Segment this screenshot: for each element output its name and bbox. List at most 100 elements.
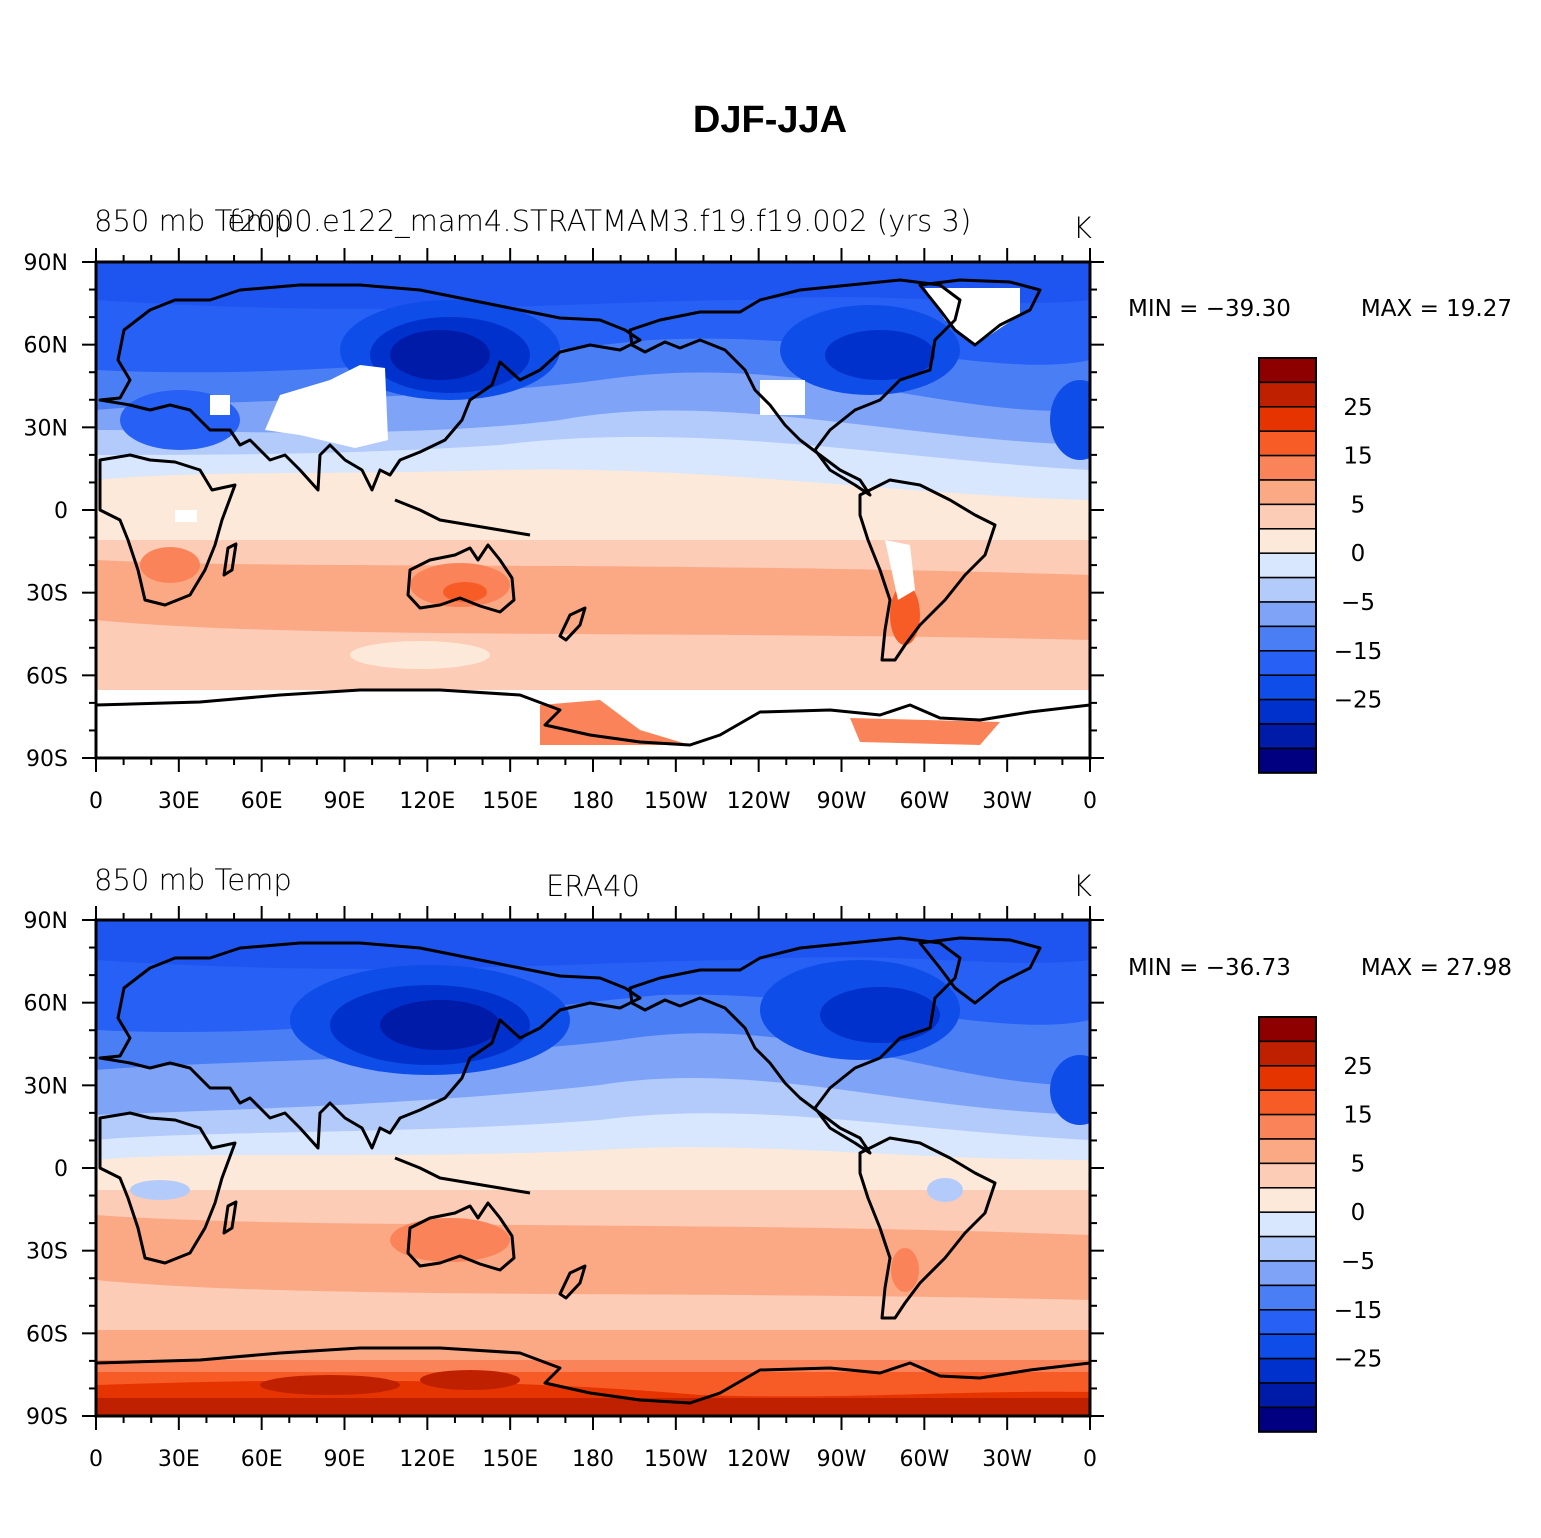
colorbar-box xyxy=(1258,601,1317,628)
lat-label: 30S xyxy=(26,1240,68,1265)
axis-ticks-model: 90N 60N 30N 0 30S 60S 90S 0 30E 60E 90E 120E 150E 180… xyxy=(24,248,1104,814)
lon-label: 0 xyxy=(89,789,103,814)
colorbar-model: 25 15 5 0 −5 −15 −25 xyxy=(1258,357,1383,774)
colorbar-box xyxy=(1258,552,1317,579)
lat-label: 30S xyxy=(26,582,68,607)
colorbar-frame xyxy=(1258,1016,1317,1433)
lon-label: 150W xyxy=(644,789,708,814)
lat-label: 0 xyxy=(54,1157,68,1182)
colorbar-box xyxy=(1258,406,1317,432)
colorbar-box xyxy=(1258,698,1317,725)
lon-label: 120E xyxy=(399,789,455,814)
lon-label: 60E xyxy=(241,1447,283,1472)
panel-left-label-model: 850 mb Temp xyxy=(94,204,292,238)
lon-label: 30E xyxy=(158,1447,200,1472)
colorbar-box xyxy=(1258,430,1317,457)
panel-max-label-model: MAX = 19.27 xyxy=(1361,296,1512,322)
lat-label: 90N xyxy=(24,909,68,934)
map-field-model xyxy=(96,262,1090,758)
colorbar-box xyxy=(1258,1016,1317,1043)
colorbar-box xyxy=(1258,1260,1317,1287)
lon-label: 180 xyxy=(572,789,614,814)
colorbar-box xyxy=(1258,503,1317,530)
lat-label: 30N xyxy=(24,416,68,441)
colorbar-box xyxy=(1258,674,1317,701)
colorbar-box xyxy=(1258,1333,1317,1360)
colorbar-box xyxy=(1258,1382,1317,1409)
figure-title: DJF-JJA xyxy=(693,99,847,141)
colorbar-box xyxy=(1258,1065,1317,1091)
colorbar-box xyxy=(1258,723,1317,750)
lon-label: 30W xyxy=(982,1447,1032,1472)
colorbar-label: −5 xyxy=(1341,590,1375,616)
colorbar-box xyxy=(1258,1187,1317,1213)
colorbar-label: −25 xyxy=(1334,688,1383,714)
colorbar-box xyxy=(1258,1138,1317,1165)
colorbar-label: 15 xyxy=(1343,444,1372,470)
colorbar-box xyxy=(1258,1309,1317,1335)
lon-label: 120E xyxy=(399,1447,455,1472)
lon-label: 180 xyxy=(572,1447,614,1472)
panel-left-label-era40: 850 mb Temp xyxy=(94,863,292,897)
lon-label: 60W xyxy=(899,1447,949,1472)
lat-label: 60S xyxy=(26,1322,68,1347)
colorbar-label: 0 xyxy=(1351,1200,1366,1226)
lon-label: 150W xyxy=(644,1447,708,1472)
lat-label: 60N xyxy=(24,334,68,359)
lon-label: 90W xyxy=(817,789,867,814)
colorbar-box xyxy=(1258,357,1317,384)
lon-label: 0 xyxy=(1083,1447,1097,1472)
panel-center-label-model: f2000.e122_mam4.STRATMAM3.f19.f19.002 (y… xyxy=(229,204,972,239)
lon-label: 30E xyxy=(158,789,200,814)
colorbar-box xyxy=(1258,650,1317,676)
colorbar-box xyxy=(1258,576,1317,603)
lat-label: 30N xyxy=(24,1074,68,1099)
colorbar-box xyxy=(1258,454,1317,481)
colorbar-label: −25 xyxy=(1334,1347,1383,1373)
lon-label: 60E xyxy=(241,789,283,814)
colorbar-label: 15 xyxy=(1343,1103,1372,1129)
lat-label: 0 xyxy=(54,499,68,524)
colorbar-box xyxy=(1258,1284,1317,1311)
colorbar-box xyxy=(1258,1406,1317,1433)
lon-label: 120W xyxy=(727,789,791,814)
lat-label: 60S xyxy=(26,664,68,689)
colorbar-label: 0 xyxy=(1351,541,1366,567)
colorbar-box xyxy=(1258,1162,1317,1189)
colorbar-box xyxy=(1258,1235,1317,1262)
colorbar-label: 25 xyxy=(1343,395,1372,421)
lon-label: 0 xyxy=(89,1447,103,1472)
colorbar-label: −15 xyxy=(1334,1298,1383,1324)
lat-label: 90S xyxy=(26,1405,68,1430)
panel-max-label-era40: MAX = 27.98 xyxy=(1361,955,1512,981)
colorbar-box xyxy=(1258,625,1317,652)
colorbar-label: 5 xyxy=(1351,492,1366,518)
panel-units-label-era40: K xyxy=(1073,869,1092,903)
colorbar-box xyxy=(1258,479,1317,506)
lon-label: 90W xyxy=(817,1447,867,1472)
lon-label: 60W xyxy=(899,789,949,814)
colorbar-label: 5 xyxy=(1351,1151,1366,1177)
lat-label: 90N xyxy=(24,251,68,276)
panel-min-label-model: MIN = −39.30 xyxy=(1128,296,1291,322)
lat-label: 60N xyxy=(24,992,68,1017)
lon-label: 150E xyxy=(482,1447,538,1472)
colorbar-box xyxy=(1258,1113,1317,1140)
panel-model: 90N 60N 30N 0 30S 60S 90S 0 30E 60E 90E 120E 150E 180… xyxy=(24,204,1512,814)
colorbar-era40: 25 15 5 0 −5 −15 −25 xyxy=(1258,1016,1383,1433)
panel-center-label-era40: ERA40 xyxy=(546,869,640,903)
colorbar-box xyxy=(1258,528,1317,554)
axis-ticks-era40: 90N 60N 30N 0 30S 60S 90S 0 30E 60E 90E 120E 150E 180… xyxy=(24,906,1104,1472)
colorbar-frame xyxy=(1258,357,1317,774)
colorbar-label: −5 xyxy=(1341,1249,1375,1275)
map-field-era40 xyxy=(96,920,1090,1416)
colorbar-box xyxy=(1258,1357,1317,1384)
colorbar-box xyxy=(1258,747,1317,774)
colorbar-box xyxy=(1258,1040,1317,1067)
panel-era40: 90N 60N 30N 0 30S 60S 90S 0 30E 60E 90E 120E 150E 180… xyxy=(24,863,1512,1472)
lon-label: 150E xyxy=(482,789,538,814)
lon-label: 0 xyxy=(1083,789,1097,814)
lon-label: 90E xyxy=(324,789,366,814)
colorbar-label: 25 xyxy=(1343,1054,1372,1080)
